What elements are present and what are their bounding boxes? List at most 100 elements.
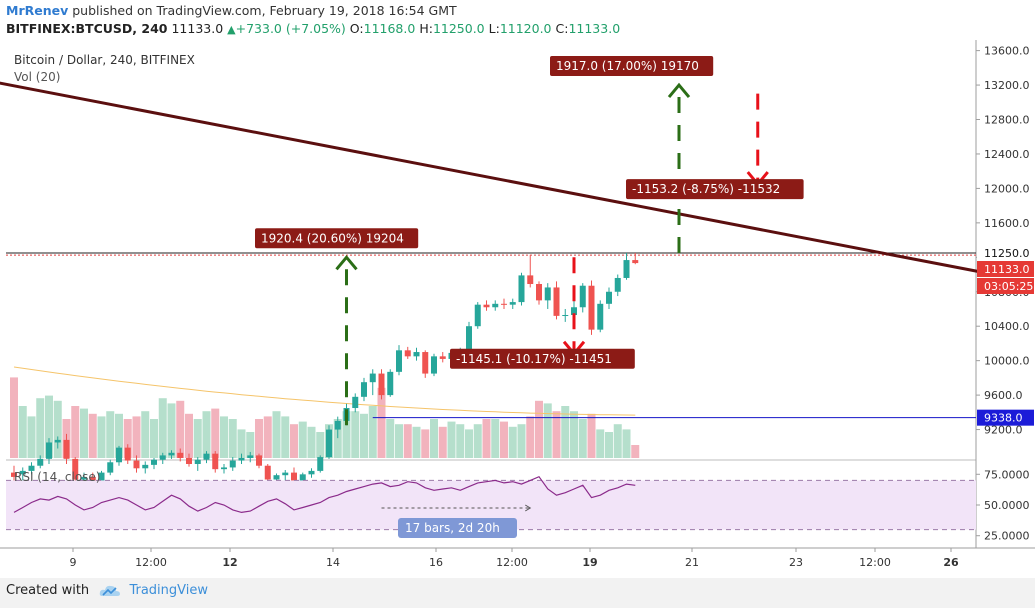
volume-bar	[395, 424, 403, 458]
candle-body	[579, 285, 586, 308]
candle-body	[396, 350, 402, 372]
volume-bar	[88, 413, 97, 458]
low-value: 11120.0	[499, 21, 552, 36]
price-tick-label: 12800.0	[984, 114, 1030, 127]
price-tick-label: 13600.0	[984, 45, 1030, 58]
price-badge-support	[977, 409, 1034, 426]
candle-body	[334, 420, 341, 430]
volume-label: Vol (20)	[14, 70, 60, 84]
rsi-tick-label: 75.0000	[984, 468, 1030, 481]
candle-body	[247, 455, 254, 458]
candle-body	[186, 457, 192, 464]
candle-body	[159, 455, 166, 460]
tradingview-brand-link[interactable]: TradingView	[129, 583, 208, 598]
volume-bar	[342, 411, 351, 458]
volume-bar	[386, 419, 395, 458]
candle-body	[501, 303, 507, 305]
time-tick-label: 12:00	[859, 556, 891, 569]
volume-bar	[631, 445, 640, 458]
price-chart[interactable]: 9200.09600.010000.010400.010800.011200.0…	[0, 40, 1035, 578]
volume-bar	[193, 419, 202, 458]
volume-bar	[517, 424, 526, 458]
range-badge-text: 17 bars, 2d 20h	[405, 521, 500, 535]
volume-bar	[281, 416, 290, 458]
arrow-up-icon	[667, 82, 691, 99]
publisher-name[interactable]: MrRenev	[6, 3, 69, 18]
volume-bar	[613, 424, 622, 458]
measure-label-box	[550, 56, 714, 77]
range-badge	[398, 518, 517, 538]
volume-bar	[158, 398, 167, 458]
price-tick-label: 11600.0	[984, 217, 1030, 230]
price-tick-label: 10000.0	[984, 355, 1030, 368]
candle-body	[404, 350, 411, 357]
volume-bar	[596, 429, 605, 458]
candle-body	[299, 474, 306, 482]
candle-body	[606, 291, 612, 304]
volume-bar	[71, 406, 80, 458]
candle-body	[46, 442, 52, 459]
low-label: L:	[488, 21, 500, 36]
time-tick-label: 9	[70, 556, 77, 569]
volume-ma-line	[13, 366, 636, 416]
open-label: O:	[349, 21, 364, 36]
volume-bar	[202, 411, 211, 458]
measure-label-text: -1145.1 (-10.17%) -11451	[456, 352, 612, 366]
publisher-line: MrRenev published on TradingView.com, Fe…	[6, 3, 457, 18]
candle-body	[11, 472, 17, 477]
time-tick-label: 21	[685, 556, 699, 569]
volume-bar	[500, 421, 508, 458]
volume-bar	[123, 419, 132, 458]
measure-label-box	[626, 179, 804, 200]
volume-bar	[482, 419, 491, 458]
volume-bar	[561, 406, 570, 458]
candle-body	[536, 284, 542, 301]
candle-body	[439, 356, 446, 359]
volume-bar	[403, 424, 412, 458]
volume-bar	[333, 419, 342, 458]
measure-label-text: 1920.4 (20.60%) 19204	[261, 231, 404, 245]
symbol-line: BITFINEX:BTCUSD, 240 11133.0 ▲+733.0 (+7…	[6, 21, 620, 36]
volume-bar	[316, 432, 325, 458]
time-tick-label: 12:00	[496, 556, 528, 569]
candle-body	[203, 453, 210, 460]
footer: Created with TradingView	[0, 578, 1035, 608]
time-tick-label: 19	[582, 556, 597, 569]
volume-bar	[263, 416, 272, 458]
candle-body	[54, 439, 61, 443]
candle-body	[527, 275, 534, 285]
time-tick-label: 12	[222, 556, 237, 569]
volume-bar	[237, 429, 246, 458]
trendline	[0, 81, 995, 277]
candle-body	[124, 447, 131, 461]
volume-bar	[36, 398, 45, 458]
chart-title: Bitcoin / Dollar, 240, BITFINEX	[14, 53, 195, 67]
candle-body	[194, 459, 201, 464]
volume-bar	[587, 413, 596, 458]
volume-bar	[578, 419, 587, 458]
measure-label-box	[255, 228, 419, 249]
volume-bar	[228, 419, 237, 458]
volume-bar	[246, 432, 255, 458]
volume-bar	[508, 426, 517, 458]
volume-bar	[45, 395, 53, 458]
volume-bar	[132, 416, 141, 458]
candle-body	[553, 287, 560, 316]
price-tick-label: 13200.0	[984, 79, 1030, 92]
volume-bar	[360, 413, 368, 458]
volume-bar	[377, 387, 386, 458]
candle-body	[571, 307, 577, 316]
price-tick-label: 12400.0	[984, 148, 1030, 161]
volume-bar	[412, 426, 421, 458]
candle-body	[238, 457, 245, 461]
candle-body	[177, 452, 184, 458]
candle-body	[81, 476, 87, 480]
volume-bar	[526, 416, 535, 458]
candle-body	[168, 452, 175, 456]
volume-bar	[465, 429, 473, 458]
candle-body	[326, 429, 332, 458]
measure-label-box	[450, 348, 635, 369]
volume-bar	[421, 429, 430, 458]
candle-body	[28, 465, 35, 471]
price-badge-resistance	[977, 245, 1034, 261]
